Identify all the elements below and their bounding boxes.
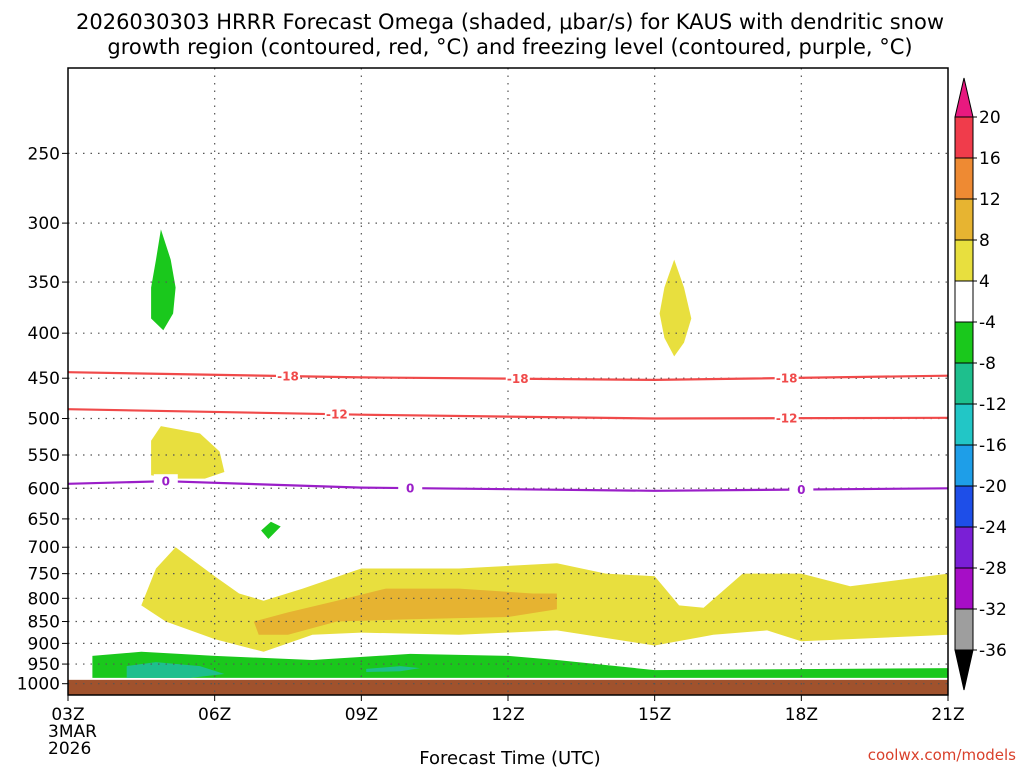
colorbar-label-3: 8 <box>979 231 990 251</box>
contour-label-bg-0-0 <box>276 369 300 384</box>
colorbar-label-12: -32 <box>979 600 1007 620</box>
contour-label-bg-2-2 <box>789 482 814 497</box>
omega-region-8 <box>366 666 420 672</box>
y-tick-label-250: 250 <box>28 144 60 164</box>
colorbar-label-8: -16 <box>979 436 1007 456</box>
omega-region-1 <box>659 259 692 357</box>
contour-label-bg-0-2 <box>774 371 799 386</box>
colorbar-segment-9 <box>954 485 974 528</box>
x-tick-label-09Z: 09Z <box>345 705 378 725</box>
x-tick-label-18Z: 18Z <box>785 705 818 725</box>
colorbar-segment-2 <box>954 198 974 241</box>
contour-label-1-1: -12 <box>776 412 798 426</box>
contour-label-bg-2-1 <box>398 481 423 496</box>
colorbar-label-11: -28 <box>979 559 1007 579</box>
ground-below-surface <box>68 679 948 695</box>
colorbar-label-10: -24 <box>979 518 1007 538</box>
colorbar-label-6: -8 <box>979 354 996 374</box>
y-tick-label-850: 850 <box>28 613 60 633</box>
freezing-level-contour-2 <box>67 480 949 492</box>
contour-label-2-1: 0 <box>406 482 414 496</box>
omega-region-3 <box>261 521 281 539</box>
x-tick-label-15Z: 15Z <box>638 705 671 725</box>
colorbar-segment-10 <box>954 526 974 569</box>
contour-label-2-0: 0 <box>162 475 170 489</box>
y-tick-label-500: 500 <box>28 410 60 430</box>
omega-region-7 <box>126 662 225 678</box>
x-tick-label-03Z: 03Z <box>51 705 84 725</box>
colorbar-segment-12 <box>954 608 974 651</box>
y-tick-label-650: 650 <box>28 510 60 530</box>
colorbar-segment-3 <box>954 239 974 282</box>
colorbar-segment-11 <box>954 567 974 610</box>
x-axis-label: Forecast Time (UTC) <box>419 748 600 768</box>
omega-region-0 <box>151 229 176 331</box>
omega-colorbar: 20 16 12 8 4 -4 -8 -12 -16 -20 -24 -28 -32 -36 <box>954 77 1007 691</box>
contour-label-2-2: 0 <box>797 483 805 497</box>
plot-frame <box>67 67 949 696</box>
y-tick-label-600: 600 <box>28 479 60 499</box>
colorbar-label-7: -12 <box>979 395 1007 415</box>
source-credit: coolwx.com/models <box>868 746 1016 764</box>
y-tick-label-950: 950 <box>28 655 60 675</box>
x-tick-label-12Z: 12Z <box>491 705 524 725</box>
contour-label-bg-0-1 <box>505 371 530 386</box>
y-tick-label-700: 700 <box>28 538 60 558</box>
contour-label-bg-2-0 <box>153 474 178 489</box>
contour-label-0-2: -18 <box>776 372 798 386</box>
colorbar-bottom-arrow <box>954 649 974 691</box>
colorbar-segment-4 <box>954 280 974 323</box>
colorbar-segment-0 <box>954 116 974 159</box>
x-tick-sublabel-1: 2026 <box>48 739 91 759</box>
omega-region-5 <box>253 588 557 635</box>
colorbar-label-1: 16 <box>979 149 1001 169</box>
x-tick-label-21Z: 21Z <box>931 705 964 725</box>
colorbar-segment-6 <box>954 362 974 405</box>
y-tick-label-750: 750 <box>28 565 60 585</box>
contour-label-bg-1-1 <box>774 411 799 426</box>
colorbar-segment-5 <box>954 321 974 364</box>
chart-title-line-1: 2026030303 HRRR Forecast Omega (shaded, … <box>76 10 944 34</box>
plot-area: 2503003504004505005506006507007508008509… <box>17 67 965 759</box>
contour-label-bg-1-0 <box>324 407 349 422</box>
omega-region-2 <box>151 426 225 479</box>
x-tick-sublabel-0: 3MAR <box>48 722 97 742</box>
colorbar-label-5: -4 <box>979 313 996 333</box>
colorbar-label-2: 12 <box>979 190 1001 210</box>
colorbar-segment-8 <box>954 444 974 487</box>
y-tick-label-900: 900 <box>28 634 60 654</box>
colorbar-label-9: -20 <box>979 477 1007 497</box>
contour-label-0-1: -18 <box>507 372 529 386</box>
y-tick-label-300: 300 <box>28 214 60 234</box>
omega-region-6 <box>92 651 948 678</box>
colorbar-label-0: 20 <box>979 108 1001 128</box>
contour-label-1-0: -12 <box>326 408 348 422</box>
colorbar-top-arrow <box>954 77 974 118</box>
dendritic-contour-1 <box>67 408 949 420</box>
y-tick-label-800: 800 <box>28 589 60 609</box>
colorbar-label-4: 4 <box>979 272 990 292</box>
y-tick-label-400: 400 <box>28 324 60 344</box>
chart-title-line-2: growth region (contoured, red, °C) and f… <box>107 35 912 59</box>
contour-label-0-0: -18 <box>277 370 299 384</box>
y-tick-label-550: 550 <box>28 446 60 466</box>
y-tick-label-450: 450 <box>28 369 60 389</box>
y-tick-label-350: 350 <box>28 273 60 293</box>
colorbar-segment-7 <box>954 403 974 446</box>
x-tick-label-06Z: 06Z <box>198 705 231 725</box>
y-tick-label-1000: 1000 <box>17 675 60 695</box>
colorbar-label-13: -36 <box>979 641 1007 661</box>
colorbar-segment-1 <box>954 157 974 200</box>
